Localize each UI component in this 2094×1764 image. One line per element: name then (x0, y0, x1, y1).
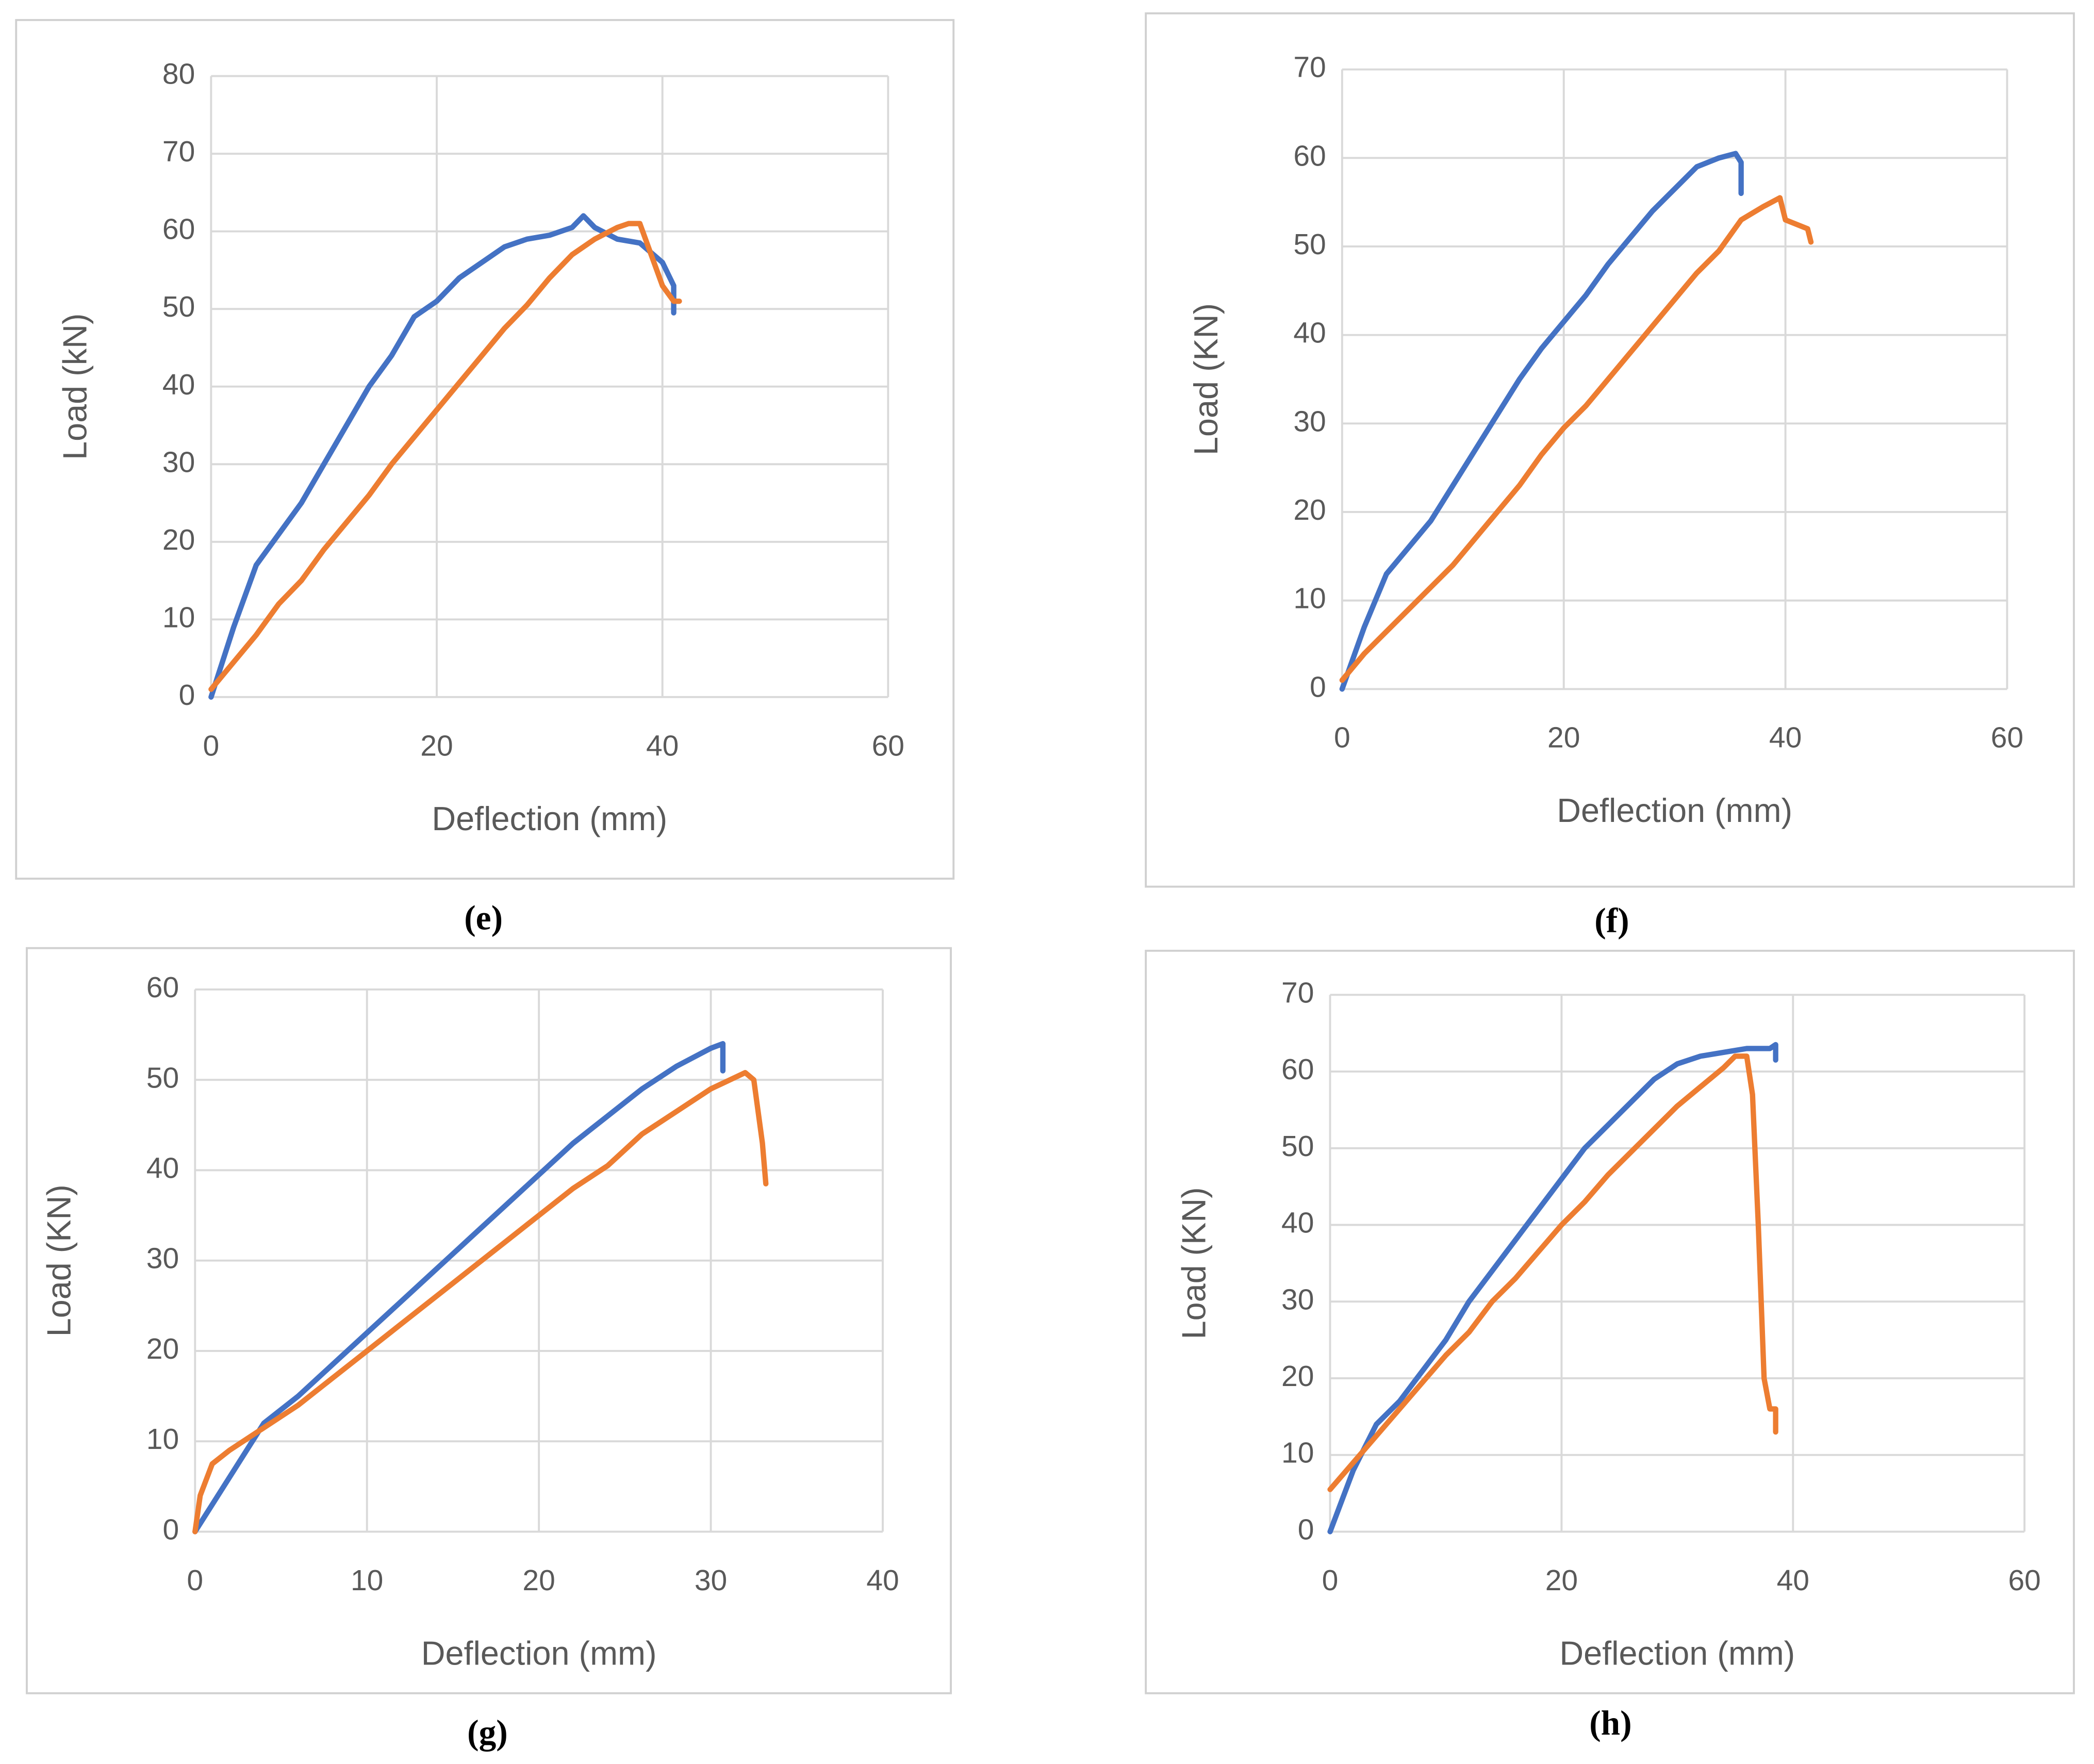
y-tick-label: 70 (1293, 51, 1326, 84)
y-tick-label: 70 (1281, 976, 1314, 1009)
x-tick-label: 10 (351, 1564, 383, 1597)
y-axis-label: Load (KN) (1175, 1187, 1213, 1339)
y-tick-label: 10 (162, 601, 195, 634)
y-tick-label: 20 (162, 523, 195, 556)
y-tick-label: 50 (146, 1061, 179, 1094)
x-tick-label: 60 (1991, 721, 2023, 754)
x-tick-label: 20 (420, 729, 453, 762)
x-axis-label: Deflection (mm) (432, 800, 667, 837)
caption: (g) (467, 1713, 508, 1752)
chart-frame (15, 19, 955, 880)
y-tick-label: 20 (1281, 1360, 1314, 1393)
chart-frame (1145, 12, 2075, 888)
x-tick-label: 40 (1769, 721, 1802, 754)
y-tick-label: 0 (179, 679, 195, 712)
y-axis-label: Load (KN) (40, 1184, 77, 1337)
chart-frame (1145, 949, 2075, 1694)
x-tick-label: 0 (1334, 721, 1350, 754)
y-axis-label: Load (kN) (56, 314, 93, 460)
x-tick-label: 40 (646, 729, 679, 762)
y-tick-label: 0 (1298, 1513, 1314, 1546)
line-series (192, 1070, 769, 1535)
y-tick-label: 20 (1293, 493, 1326, 526)
x-tick-label: 0 (203, 729, 220, 762)
x-tick-label: 30 (695, 1564, 727, 1597)
y-tick-label: 40 (1281, 1207, 1314, 1240)
chart-frame (26, 947, 952, 1694)
x-tick-label: 40 (866, 1564, 899, 1597)
line-series (1327, 1042, 1778, 1535)
y-tick-label: 50 (1281, 1130, 1314, 1163)
line-series (192, 1041, 726, 1535)
y-tick-label: 60 (146, 971, 179, 1004)
y-tick-label: 60 (1293, 139, 1326, 172)
y-tick-label: 70 (162, 135, 195, 168)
x-tick-label: 20 (1547, 721, 1580, 754)
line-series (208, 213, 677, 700)
caption: (h) (1589, 1704, 1631, 1742)
y-tick-label: 60 (162, 213, 195, 246)
y-tick-label: 10 (1281, 1437, 1314, 1470)
line-series (1339, 195, 1814, 683)
x-tick-label: 40 (1777, 1564, 1809, 1597)
x-tick-label: 20 (1545, 1564, 1578, 1597)
line-series (1339, 151, 1744, 692)
x-tick-label: 0 (187, 1564, 203, 1597)
y-tick-label: 30 (146, 1242, 179, 1275)
caption: (f) (1594, 901, 1629, 940)
y-tick-label: 10 (146, 1423, 179, 1456)
line-series (1327, 1053, 1778, 1492)
x-tick-label: 60 (2008, 1564, 2040, 1597)
x-tick-label: 0 (1322, 1564, 1339, 1597)
y-tick-label: 10 (1293, 582, 1326, 615)
y-axis-label: Load (KN) (1187, 303, 1225, 455)
x-tick-label: 20 (522, 1564, 555, 1597)
x-tick-label: 60 (872, 729, 904, 762)
y-tick-label: 30 (162, 446, 195, 479)
line-series (208, 221, 682, 692)
y-tick-label: 20 (146, 1332, 179, 1365)
y-tick-label: 50 (162, 290, 195, 323)
x-axis-label: Deflection (mm) (421, 1634, 657, 1672)
y-tick-label: 40 (146, 1151, 179, 1184)
y-tick-label: 0 (163, 1513, 179, 1546)
x-axis-label: Deflection (mm) (1559, 1634, 1795, 1672)
y-tick-label: 40 (1293, 317, 1326, 350)
y-tick-label: 60 (1281, 1053, 1314, 1086)
x-axis-label: Deflection (mm) (1557, 792, 1792, 829)
y-tick-label: 40 (162, 368, 195, 401)
y-tick-label: 80 (162, 58, 195, 91)
y-tick-label: 0 (1310, 670, 1326, 703)
y-tick-label: 30 (1293, 405, 1326, 438)
y-tick-label: 30 (1281, 1283, 1314, 1316)
y-tick-label: 50 (1293, 228, 1326, 261)
caption: (e) (464, 898, 503, 937)
